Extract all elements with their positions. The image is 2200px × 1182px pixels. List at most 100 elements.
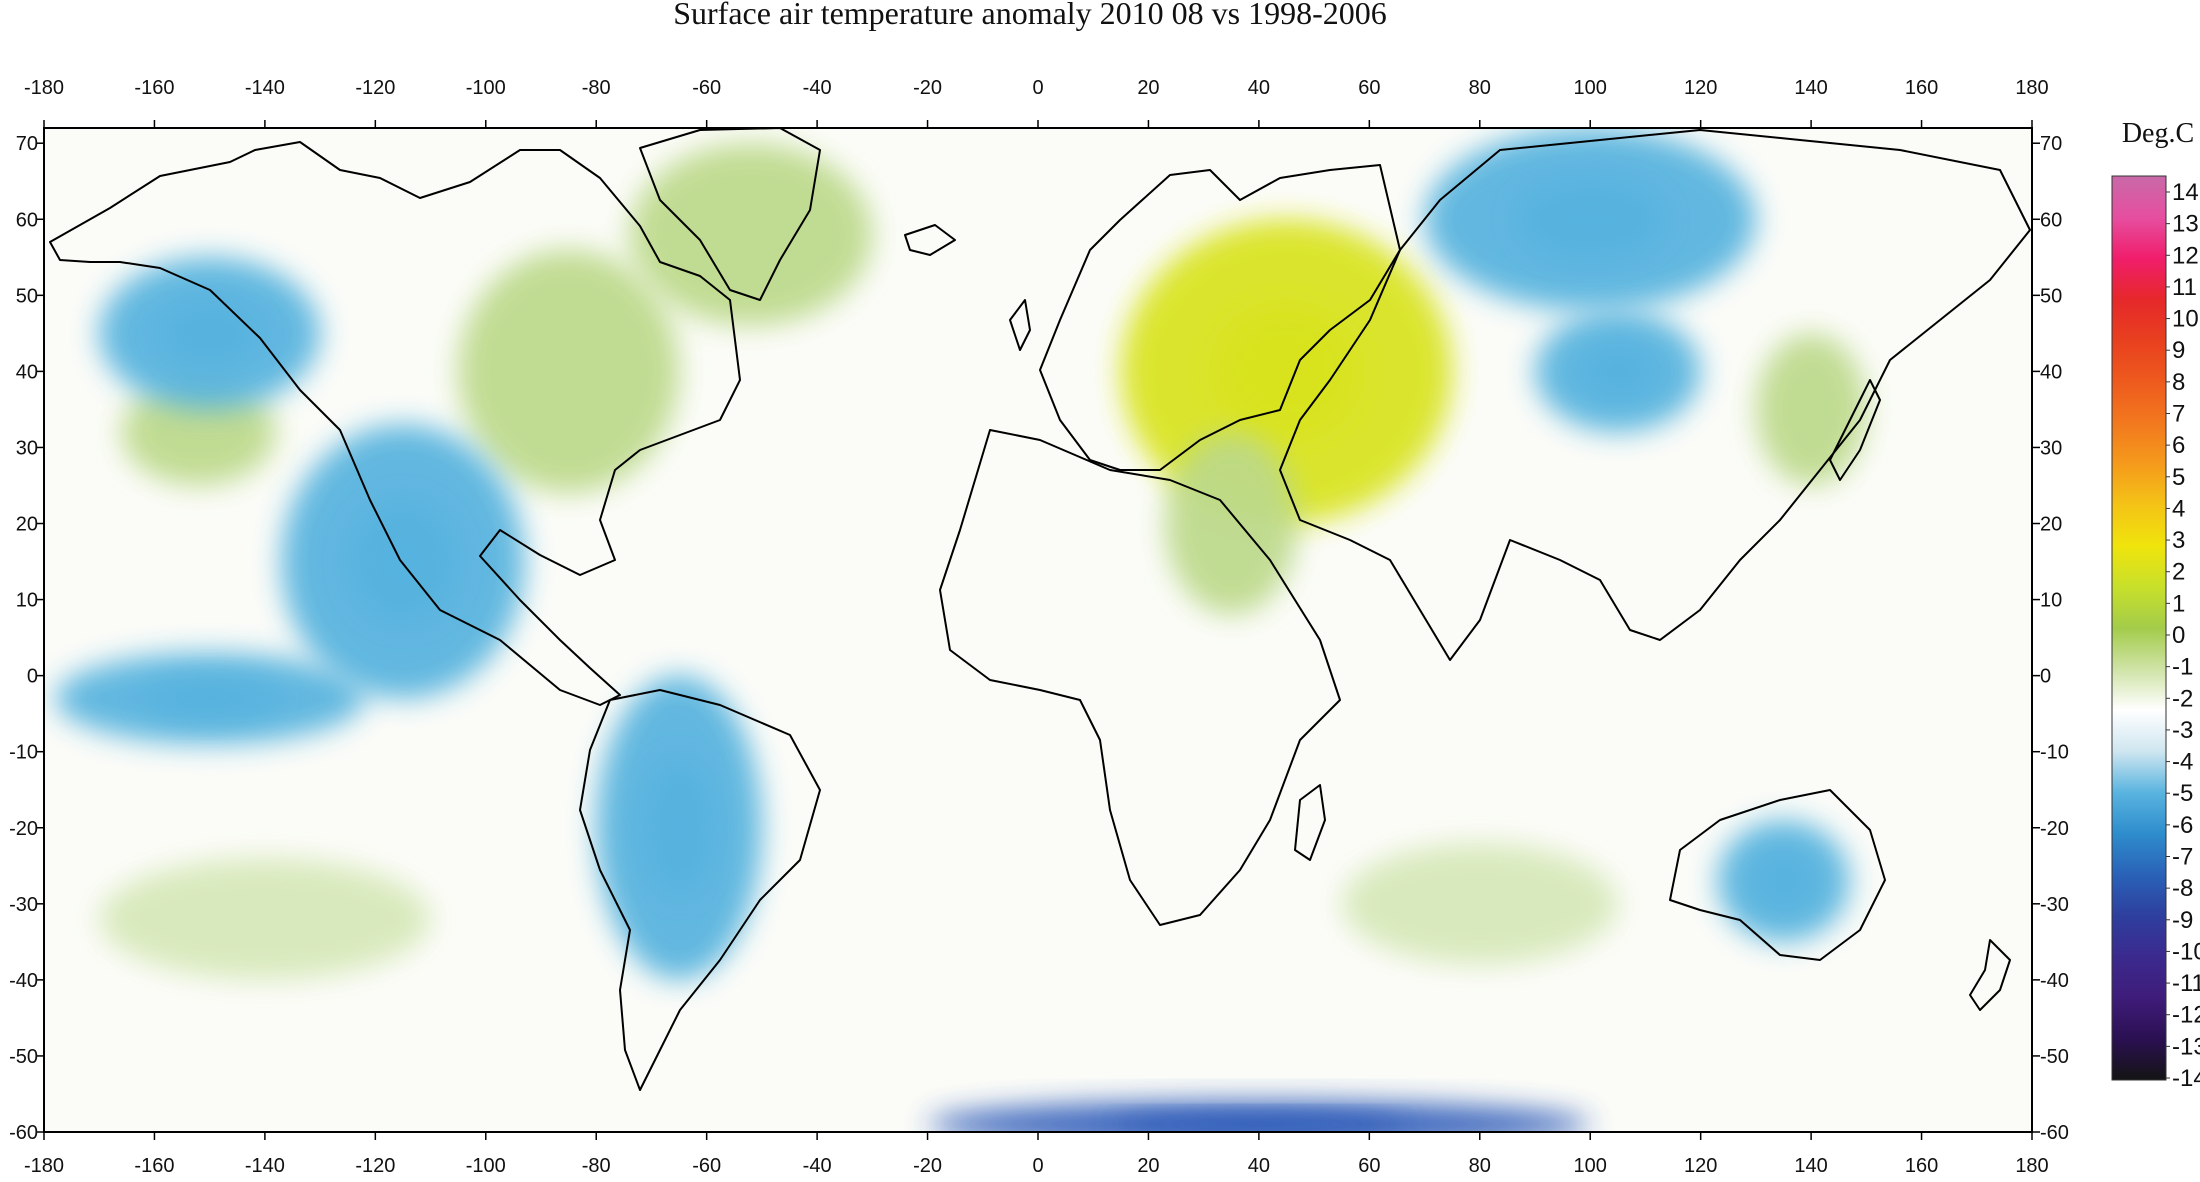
colorbar-tick-label: 12: [2172, 242, 2199, 269]
lon-tick-label-top: -140: [245, 77, 285, 99]
japan-coastline: [1829, 379, 1881, 481]
lat-tick-label-left: 50: [16, 285, 38, 307]
anomaly-core-15: [1109, 1114, 1408, 1132]
africa-coastline: [939, 429, 1341, 926]
lat-tick-label-left: -30: [9, 894, 38, 916]
lat-tick-label-right: -50: [2040, 1046, 2069, 1068]
anomaly-region-1: [629, 143, 873, 326]
lat-tick-label-right: 0: [2040, 666, 2051, 688]
lon-tick-label-bottom: -120: [355, 1155, 395, 1177]
lon-tick-label-top: 120: [1684, 77, 1717, 99]
lon-tick-label-top: -80: [582, 77, 611, 99]
lon-tick-label-top: -40: [803, 77, 832, 99]
new-zealand-coastline: [1969, 939, 2011, 1011]
lat-tick-label-right: 40: [2040, 361, 2062, 383]
europe-coastline: [1039, 164, 1401, 471]
lon-tick-label-bottom: 20: [1137, 1155, 1159, 1177]
north-america-coastline: [49, 141, 741, 706]
lat-tick-label-right: -60: [2040, 1122, 2069, 1144]
lat-tick-label-right: 50: [2040, 285, 2062, 307]
map-plot-area: [43, 127, 2033, 1133]
lat-tick-label-right: 10: [2040, 590, 2062, 612]
lon-tick-label-top: -60: [692, 77, 721, 99]
colorbar-tick-label: 4: [2172, 495, 2185, 522]
colorbar-tick-label: -5: [2172, 780, 2193, 807]
lat-tick-label-right: 60: [2040, 209, 2062, 231]
lat-tick-label-left: -50: [9, 1046, 38, 1068]
lon-tick-label-bottom: 140: [1794, 1155, 1827, 1177]
colorbar-labels: 14131211109876543210-1-2-3-4-5-6-7-8-9-1…: [2166, 179, 2200, 1092]
madagascar-coastline: [1294, 784, 1326, 861]
anomaly-region-5: [1165, 432, 1298, 615]
lat-tick-label-right: 30: [2040, 437, 2062, 459]
lat-tick-label-right: -40: [2040, 970, 2069, 992]
colorbar-tick-label: 6: [2172, 432, 2185, 459]
colorbar-tick-label: -7: [2172, 844, 2193, 871]
lon-tick-label-top: -100: [466, 77, 506, 99]
lon-tick-label-bottom: 60: [1358, 1155, 1380, 1177]
lon-tick-label-top: -160: [134, 77, 174, 99]
lon-tick-label-bottom: -160: [134, 1155, 174, 1177]
lon-tick-label-bottom: 0: [1032, 1155, 1043, 1177]
lon-tick-label-top: -20: [913, 77, 942, 99]
anomaly-region-3: [458, 249, 680, 494]
axis-ticks: -180-180-160-160-140-140-120-120-100-100…: [9, 77, 2069, 1177]
colorbar-tick-label: 3: [2172, 527, 2185, 554]
lon-tick-label-top: 140: [1794, 77, 1827, 99]
colorbar-tick-label: 5: [2172, 464, 2185, 491]
colorbar-tick-label: -8: [2172, 875, 2193, 902]
anomaly-core-12: [140, 677, 280, 719]
colorbar-tick-label: -10: [2172, 938, 2200, 965]
colorbar-tick-label: -14: [2172, 1065, 2200, 1092]
south-america-coastline: [579, 689, 821, 1091]
lat-tick-label-left: -60: [9, 1122, 38, 1144]
colorbar: Deg.C 14131211109876543210-1-2-3-4-5-6-7…: [2111, 118, 2200, 1092]
lon-tick-label-top: 160: [1905, 77, 1938, 99]
lat-tick-label-left: 60: [16, 209, 38, 231]
colorbar-unit-label: Deg.C: [2122, 118, 2194, 149]
lon-tick-label-bottom: -100: [466, 1155, 506, 1177]
colorbar-gradient: [2111, 175, 2167, 1081]
lat-tick-label-right: -10: [2040, 742, 2069, 764]
lat-tick-label-left: 40: [16, 361, 38, 383]
lon-tick-label-bottom: -180: [24, 1155, 64, 1177]
colorbar-tick-label: 10: [2172, 306, 2199, 333]
lat-tick-label-left: 10: [16, 590, 38, 612]
lat-tick-label-left: 20: [16, 514, 38, 536]
anomaly-field: [55, 128, 1867, 1132]
lon-tick-label-top: 60: [1358, 77, 1380, 99]
lon-tick-label-bottom: 100: [1574, 1155, 1607, 1177]
lon-tick-label-bottom: 80: [1469, 1155, 1491, 1177]
iceland-coastline: [904, 224, 956, 256]
lon-tick-label-top: 180: [2015, 77, 2048, 99]
colorbar-tick-label: -2: [2172, 685, 2193, 712]
lon-tick-label-top: 80: [1469, 77, 1491, 99]
australia-coastline: [1669, 789, 1886, 961]
lat-tick-label-right: -30: [2040, 894, 2069, 916]
lat-tick-label-left: -40: [9, 970, 38, 992]
colorbar-tick-label: 0: [2172, 622, 2185, 649]
anomaly-region-7: [1341, 842, 1618, 965]
british-isles-coastline: [1009, 299, 1031, 351]
lon-tick-label-top: -120: [355, 77, 395, 99]
lon-tick-label-top: 40: [1248, 77, 1270, 99]
anomaly-region-6: [99, 858, 431, 980]
lat-tick-label-right: -20: [2040, 818, 2069, 840]
colorbar-tick-label: -11: [2172, 970, 2200, 997]
anomaly-core-14: [1753, 853, 1814, 909]
colorbar-tick-label: 1: [2172, 590, 2185, 617]
colorbar-tick-label: -6: [2172, 812, 2193, 839]
colorbar-tick-label: 7: [2172, 401, 2185, 428]
lon-tick-label-bottom: -140: [245, 1155, 285, 1177]
lon-tick-label-bottom: 120: [1684, 1155, 1717, 1177]
lon-tick-label-bottom: 40: [1248, 1155, 1270, 1177]
lat-tick-label-left: -10: [9, 742, 38, 764]
colorbar-tick-label: -9: [2172, 907, 2193, 934]
map-title: Surface air temperature anomaly 2010 08 …: [673, 0, 1387, 31]
colorbar-tick-label: -4: [2172, 749, 2193, 776]
asia-coastline: [1279, 129, 2031, 661]
colorbar-tick-label: 2: [2172, 559, 2185, 586]
lat-tick-label-right: 70: [2040, 133, 2062, 155]
lon-tick-label-bottom: -60: [692, 1155, 721, 1177]
